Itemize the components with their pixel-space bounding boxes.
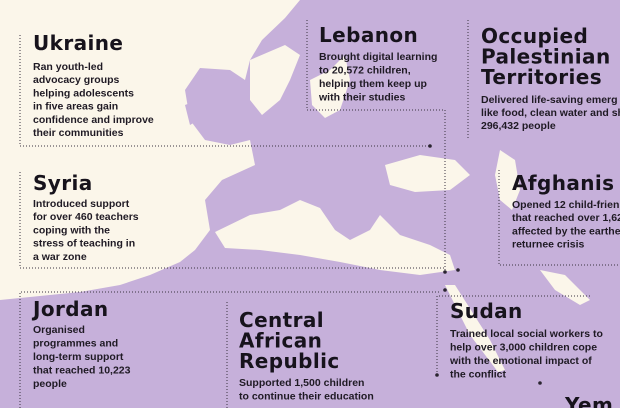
entry-text: helping them keep up [319, 78, 427, 90]
atlantic-sea [0, 0, 300, 300]
entry-text: programmes and [33, 338, 118, 350]
entry-text: Organised [33, 324, 85, 336]
entry-title: Occupied [481, 24, 588, 48]
entry-text: with the emotional impact of [449, 355, 592, 367]
lebanon-leader [306, 20, 446, 272]
location-dot [456, 268, 460, 272]
entry-text: for over 460 teachers [33, 211, 139, 223]
entry-title: Syria [33, 171, 93, 195]
entry-text: confidence and improve [33, 114, 154, 126]
entry-title: African [239, 329, 322, 353]
entry-text: help over 3,000 children cope [450, 342, 597, 354]
north-sea [250, 45, 300, 115]
entry-text: returnee crisis [512, 239, 585, 251]
location-dot [538, 381, 542, 385]
entry-text: 296,432 people [481, 120, 556, 132]
entry-text: helping adolescents [33, 87, 134, 99]
syria-leader [19, 172, 445, 269]
entry-text: stress of teaching in [33, 238, 135, 250]
entry-title: Ukraine [33, 31, 123, 55]
entry-text: coping with the [33, 224, 110, 236]
entry-text: like food, clean water and sh [481, 107, 620, 119]
entry-text: people [33, 378, 67, 390]
entry-text: in five areas gain [33, 101, 118, 113]
location-dot [443, 288, 447, 292]
ireland [185, 100, 202, 125]
entry-text: Brought digital learning [319, 51, 437, 63]
entry-text: that reached 10,223 [33, 365, 131, 377]
mediterranean [215, 200, 455, 275]
entry-text: Trained local social workers to [450, 328, 603, 340]
entry-title: Republic [239, 349, 340, 373]
entry-title: Territories [481, 65, 602, 89]
entry-text: to 20,572 children, [319, 65, 411, 77]
black-sea [385, 155, 470, 192]
entry-text: Opened 12 child-frien [512, 199, 619, 211]
entry-text: advocacy groups [33, 74, 120, 86]
red-sea [445, 285, 505, 372]
entry-title: Lebanon [319, 23, 418, 47]
uk [200, 72, 245, 142]
entry-title: Central [239, 308, 324, 332]
entry-title: Jordan [31, 297, 109, 321]
entry-text: the conflict [450, 369, 507, 381]
location-dot [443, 270, 447, 274]
entry-text: Introduced support [33, 198, 130, 210]
jordan-leader [19, 291, 440, 408]
caspian-sea [495, 150, 520, 210]
entry-text: long-term support [33, 351, 124, 363]
sudan-leader [436, 295, 590, 375]
baltic-sea [310, 55, 350, 118]
entry-text: with their studies [318, 92, 406, 104]
entry-text: affected by the earthe [512, 225, 620, 237]
entry-text: Delivered life-saving emerg [481, 94, 618, 106]
leader-lines [19, 20, 620, 408]
ukraine-leader [19, 35, 430, 147]
entry-title: Afghanis [512, 171, 614, 195]
entry-title: Sudan [450, 299, 523, 323]
entry-text: to continue their education [239, 391, 374, 403]
entry-title: Palestinian [481, 45, 611, 69]
entry-text: Ran youth-led [33, 61, 103, 73]
entry-title: Yem [564, 393, 613, 408]
entry-text: their communities [33, 127, 124, 139]
entry-text: that reached over 1,62 [512, 212, 620, 224]
location-dot [435, 373, 439, 377]
entry-text: a war zone [33, 251, 87, 263]
entry-text: Supported 1,500 children [239, 377, 364, 389]
location-dot [428, 144, 432, 148]
